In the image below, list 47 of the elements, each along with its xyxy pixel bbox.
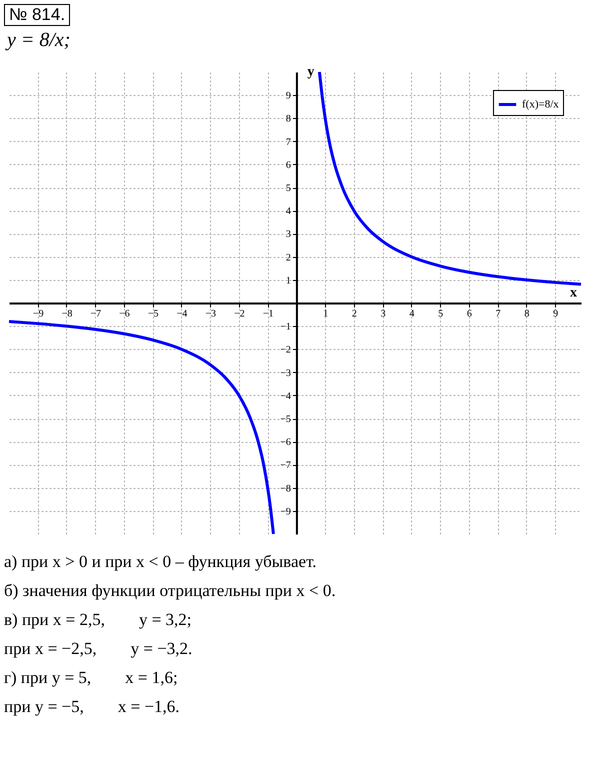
legend-label: f(x)=8/x [522, 98, 560, 110]
y-tick-label: 3 [286, 229, 291, 240]
x-tick-label: 7 [496, 308, 501, 320]
y-tick-label: −9 [280, 506, 291, 518]
x-axis-title: x [570, 286, 577, 300]
y-tick-label: −7 [280, 460, 291, 472]
x-tick-label: −8 [62, 308, 72, 320]
x-tick-label: 5 [438, 308, 444, 320]
y-tick-label: −8 [280, 483, 291, 494]
y-axis-title: y [307, 64, 314, 80]
text: б) значения функции отрицательны при x < 0. [4, 580, 337, 602]
text: в) при x = 2,5, y = 3,2; [4, 609, 193, 631]
y-tick-label: 4 [286, 206, 291, 218]
x-tick-label: 3 [380, 308, 386, 320]
y-tick-label: −5 [280, 414, 291, 425]
x-tick-label: −9 [32, 308, 44, 320]
y-tick-label: 8 [286, 114, 291, 125]
x-tick-label: −4 [176, 308, 188, 320]
x-tick-label: −1 [262, 308, 274, 320]
x-tick-label: −7 [90, 308, 102, 320]
x-tick-label: 6 [466, 308, 472, 320]
text: г) при y = 5, x = 1,6; [4, 667, 179, 689]
y-tick-label: −3 [280, 368, 291, 379]
x-tick-label: 4 [409, 308, 414, 320]
x-tick-label: −6 [119, 308, 130, 320]
x-tick-label: 2 [352, 308, 357, 320]
y-tick-label: −2 [280, 344, 291, 356]
text: при x = −2,5, y = −3,2. [4, 638, 194, 660]
x-tick-label: 8 [524, 308, 530, 320]
x-tick-label: 1 [323, 308, 328, 320]
y-tick-label: 1 [286, 275, 291, 286]
chart-title: y = 8/x; [5, 29, 70, 51]
y-tick-label: 9 [286, 90, 291, 102]
text: № 814. [4, 4, 70, 26]
x-tick-label: 9 [553, 308, 558, 320]
text: а) при x > 0 и при x < 0 – функция убывает. [4, 551, 318, 573]
x-tick-label: −5 [148, 308, 159, 320]
x-tick-label: −3 [205, 308, 216, 320]
y-tick-label: 6 [286, 160, 291, 171]
y-tick-label: 2 [286, 252, 291, 264]
x-tick-label: −2 [234, 308, 245, 320]
y-tick-label: −4 [280, 390, 291, 402]
y-tick-label: −6 [280, 437, 291, 448]
y-tick-label: −1 [280, 322, 291, 333]
text: при y = −5, x = −1,6. [4, 696, 181, 718]
y-tick-label: 7 [286, 136, 291, 148]
y-tick-label: 5 [286, 183, 291, 194]
